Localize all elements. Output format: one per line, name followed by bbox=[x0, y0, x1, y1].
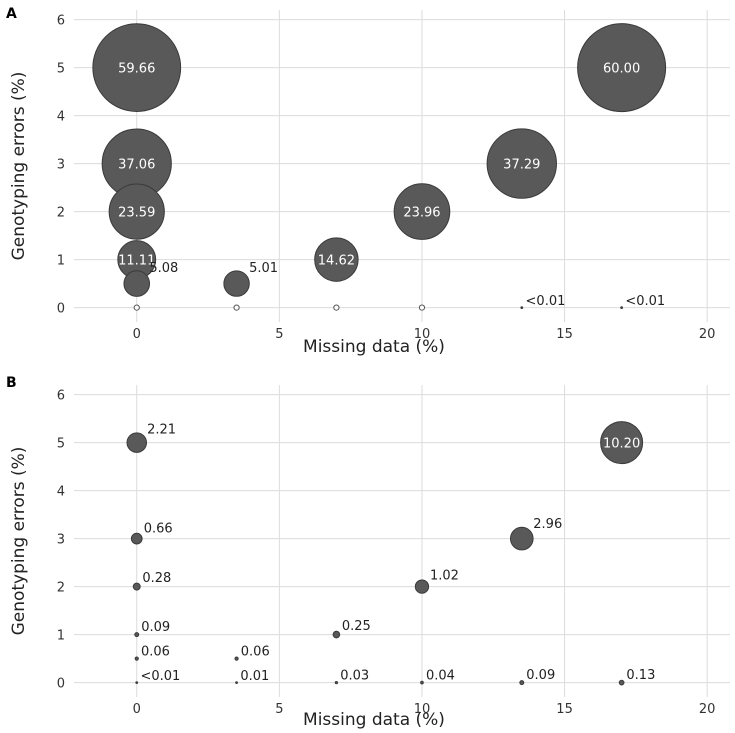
panel-letter: A bbox=[6, 6, 17, 22]
bubble-point bbox=[393, 183, 451, 240]
bubble-value-label: 14.62 bbox=[318, 254, 355, 269]
bubble-point bbox=[486, 128, 557, 199]
y-tick-label: 1 bbox=[57, 629, 65, 644]
bubble-value-label: 37.06 bbox=[118, 158, 155, 173]
bubble-value-label: 1.02 bbox=[430, 569, 459, 584]
panel-letter: B bbox=[6, 375, 17, 391]
bubble-point bbox=[132, 582, 141, 591]
bubble-value-label: 0.01 bbox=[240, 669, 269, 684]
bubble-value-label: 0.04 bbox=[426, 669, 455, 684]
bubble-value-label: 0.09 bbox=[141, 620, 170, 635]
y-tick-label: 1 bbox=[57, 254, 65, 269]
x-tick-label: 20 bbox=[699, 327, 716, 342]
bubble-point bbox=[519, 680, 525, 686]
bubble-value-label: 2.21 bbox=[147, 422, 176, 437]
bubble-point bbox=[520, 306, 524, 310]
x-tick-label: 10 bbox=[414, 327, 431, 342]
y-tick-label: 2 bbox=[57, 206, 65, 221]
x-tick-label: 20 bbox=[699, 702, 716, 717]
x-axis-title: Missing data (%) bbox=[303, 337, 445, 357]
y-tick-label: 6 bbox=[57, 389, 65, 404]
bubble-point bbox=[223, 270, 250, 297]
bubble-point bbox=[420, 680, 424, 685]
y-tick-label: 3 bbox=[57, 533, 65, 548]
empty-point bbox=[233, 304, 240, 311]
bubble-value-label: <0.01 bbox=[625, 294, 665, 309]
bubble-value-label: 60.00 bbox=[603, 62, 640, 77]
bubble-value-label: 0.03 bbox=[340, 669, 369, 684]
bubble-point bbox=[334, 680, 339, 685]
empty-point bbox=[333, 304, 340, 311]
x-tick-label: 15 bbox=[556, 702, 573, 717]
bubble-value-label: 2.96 bbox=[533, 517, 562, 532]
x-tick-label: 10 bbox=[414, 702, 431, 717]
bubble-value-label: 0.06 bbox=[141, 644, 170, 659]
bubble-value-label: 37.29 bbox=[503, 158, 540, 173]
y-tick-label: 4 bbox=[57, 110, 65, 125]
y-tick-label: 0 bbox=[57, 302, 65, 317]
bubble-point bbox=[130, 532, 143, 545]
bubble-value-label: 5.08 bbox=[149, 261, 178, 276]
x-tick-label: 5 bbox=[275, 702, 283, 717]
bubble-value-label: 5.01 bbox=[249, 261, 278, 276]
y-tick-label: 5 bbox=[57, 62, 65, 77]
bubble-point bbox=[414, 579, 430, 594]
y-axis-title: Genotyping errors (%) bbox=[9, 447, 29, 636]
bubble-value-label: 0.28 bbox=[142, 571, 171, 586]
y-axis-title: Genotyping errors (%) bbox=[9, 72, 29, 261]
y-tick-label: 2 bbox=[57, 581, 65, 596]
bubble-point bbox=[234, 656, 239, 661]
bubble-value-label: 23.96 bbox=[403, 206, 440, 221]
bubble-point bbox=[134, 656, 139, 661]
x-tick-label: 5 bbox=[275, 327, 283, 342]
panel-a: A 0 5 10 15 20 0 1 2 3 4 5 6 Missing data (%) Genotypi… bbox=[6, 6, 730, 357]
bubble-point bbox=[600, 421, 644, 465]
empty-point bbox=[418, 304, 426, 311]
y-tick-label: 0 bbox=[57, 677, 65, 692]
bubble-value-label: <0.01 bbox=[140, 669, 180, 684]
bubble-point bbox=[126, 432, 148, 453]
x-tick-label: 15 bbox=[556, 327, 573, 342]
bubble-value-label: 0.06 bbox=[241, 644, 270, 659]
bubble-point bbox=[108, 183, 165, 240]
bubble-point bbox=[235, 681, 238, 684]
y-tick-label: 4 bbox=[57, 485, 65, 500]
y-tick-label: 5 bbox=[57, 437, 65, 452]
bubble-point bbox=[620, 306, 624, 310]
bubble-value-label: 0.09 bbox=[526, 668, 555, 683]
y-tick-label: 6 bbox=[57, 14, 65, 29]
bubble-point bbox=[618, 679, 625, 686]
x-axis-title: Missing data (%) bbox=[303, 710, 445, 730]
bubble-value-label: 11.11 bbox=[118, 254, 155, 269]
bubble-value-label: <0.01 bbox=[526, 294, 566, 309]
bubble-point bbox=[577, 23, 667, 113]
bubble-point bbox=[332, 630, 341, 639]
bubble-value-label: 23.59 bbox=[118, 206, 155, 221]
bubble-point bbox=[314, 237, 359, 282]
x-tick-label: 0 bbox=[133, 702, 141, 717]
bubble-point bbox=[123, 270, 151, 297]
bubble-point bbox=[135, 681, 139, 684]
panel-b: B 0 5 10 15 20 0 1 2 3 4 5 6 Missing data (%) Genotypi… bbox=[6, 375, 730, 730]
bubble-point bbox=[509, 526, 534, 551]
empty-point bbox=[133, 304, 140, 311]
bubble-point bbox=[134, 632, 140, 638]
bubble-value-label: 10.20 bbox=[603, 437, 640, 452]
bubble-value-label: 0.66 bbox=[144, 522, 173, 537]
bubble-value-label: 0.25 bbox=[342, 619, 371, 634]
bubble-value-label: 0.13 bbox=[626, 668, 655, 683]
x-tick-label: 0 bbox=[133, 327, 141, 342]
bubble-point bbox=[92, 23, 182, 112]
bubble-value-label: 59.66 bbox=[118, 62, 155, 77]
y-tick-label: 3 bbox=[57, 158, 65, 173]
